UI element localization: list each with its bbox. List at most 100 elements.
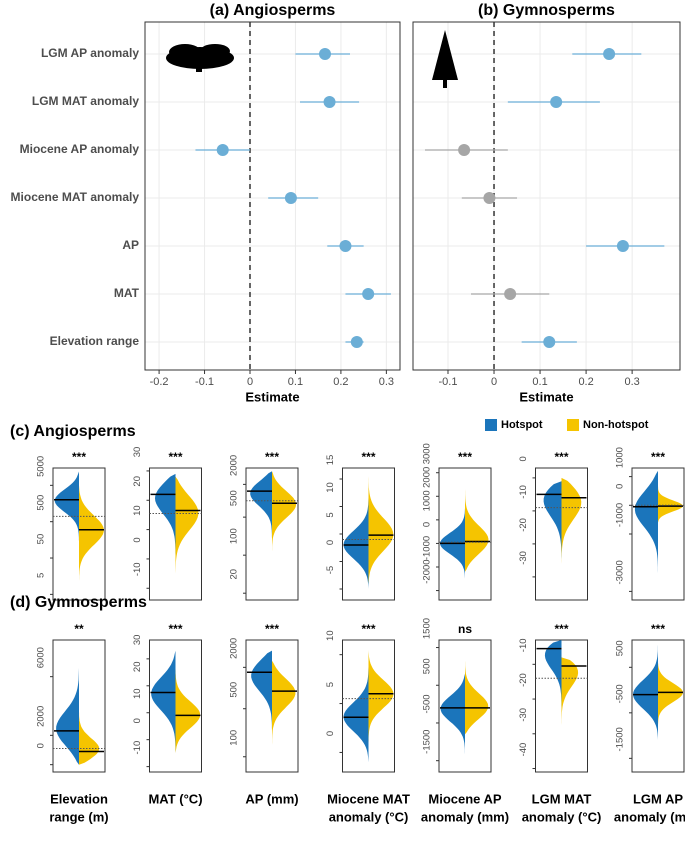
oak-icon	[166, 44, 234, 72]
y-tick-label: -10	[132, 562, 143, 576]
estimate-point	[543, 336, 556, 348]
x-tick-label: -0.1	[439, 376, 458, 388]
estimate-point	[603, 48, 616, 60]
y-tick-label: 0	[615, 484, 626, 489]
violin-half	[561, 657, 579, 762]
y-tick-label: -5	[325, 566, 336, 574]
x-axis-title: Miocene MAT	[327, 791, 410, 806]
y-tick-label: 2000	[36, 706, 47, 727]
significance-label: ***	[361, 622, 375, 636]
x-axis-title: anomaly (mm)	[421, 809, 509, 824]
y-tick-label: 1500	[422, 618, 433, 639]
y-tick-label: 0	[132, 718, 143, 723]
estimate-point	[504, 288, 517, 300]
y-tick-label: Elevation range	[50, 334, 140, 348]
y-tick-label: -500	[422, 694, 433, 713]
violin-half	[543, 481, 562, 597]
significance-label: ***	[265, 622, 279, 636]
x-axis-title: Estimate	[519, 389, 573, 404]
significance-label: ***	[554, 622, 568, 636]
violin-half	[658, 662, 683, 727]
x-axis-title: LGM AP	[633, 791, 683, 806]
y-tick-label: 2000	[422, 467, 433, 488]
y-tick-label: -10	[132, 741, 143, 755]
y-tick-label: -2000	[422, 559, 433, 583]
violin-half	[251, 650, 272, 757]
legend-swatch	[567, 419, 579, 431]
panel-border	[412, 21, 681, 371]
significance-label: ***	[651, 450, 665, 464]
significance-label: ***	[168, 622, 182, 636]
significance-label: ***	[554, 450, 568, 464]
significance-label: ns	[458, 622, 472, 636]
estimate-point	[550, 96, 563, 108]
estimate-point	[362, 288, 375, 300]
x-axis-title: anomaly (°C)	[522, 809, 602, 824]
row-title: (d) Gymnosperms	[10, 594, 147, 611]
estimate-point	[339, 240, 352, 252]
x-axis-title: anomaly (°C)	[329, 809, 409, 824]
estimate-point	[319, 48, 331, 60]
violin-half	[250, 471, 272, 556]
y-tick-label: 30	[132, 447, 143, 458]
y-tick-label: -10	[518, 638, 529, 652]
pine-icon	[432, 30, 458, 88]
y-tick-label: 0	[325, 540, 336, 545]
violin-half	[151, 650, 176, 762]
panel-title: (a) Angiosperms	[210, 2, 336, 19]
y-tick-label: 2000	[229, 638, 240, 659]
y-tick-label: Miocene MAT anomaly	[11, 190, 140, 204]
violin-half	[272, 471, 297, 561]
violin-half	[544, 640, 562, 745]
y-tick-label: MAT	[114, 286, 140, 300]
y-tick-label: 500	[36, 495, 47, 511]
violin-half	[368, 649, 394, 743]
y-tick-label: 0	[36, 743, 47, 748]
x-axis-title: Elevation	[50, 791, 108, 806]
y-tick-label: 30	[132, 635, 143, 646]
y-tick-label: 50	[36, 534, 47, 545]
legend-label: Non-hotspot	[583, 419, 649, 431]
y-tick-label: 500	[615, 640, 626, 656]
y-tick-label: 500	[229, 490, 240, 506]
x-axis-title: Estimate	[245, 389, 299, 404]
y-tick-label: 20	[229, 569, 240, 580]
violin-half	[175, 476, 199, 595]
y-tick-label: 5	[325, 512, 336, 517]
significance-label: **	[74, 622, 84, 636]
violin-half	[79, 485, 104, 584]
violin-half	[343, 495, 369, 589]
violin-half	[79, 691, 100, 765]
violin-half	[272, 660, 296, 757]
y-tick-label: 10	[132, 505, 143, 516]
estimate-point	[216, 144, 229, 156]
y-tick-label: -3000	[615, 560, 626, 584]
estimate-point	[284, 192, 297, 204]
x-tick-label: 0.1	[532, 376, 547, 388]
violin-half	[440, 673, 465, 761]
x-tick-label: 0.3	[379, 376, 394, 388]
estimate-point	[616, 240, 629, 252]
violin-half	[658, 485, 683, 523]
panel-border	[144, 21, 401, 371]
y-tick-label: 500	[229, 682, 240, 698]
y-tick-label: LGM AP anomaly	[41, 46, 139, 60]
violin-half	[343, 664, 369, 763]
y-tick-label: 5	[36, 573, 47, 578]
y-tick-label: 1000	[615, 447, 626, 468]
panel-title: (b) Gymnosperms	[478, 2, 615, 19]
y-tick-label: 10	[132, 688, 143, 699]
y-tick-label: -500	[615, 684, 626, 703]
y-tick-label: 0	[422, 522, 433, 527]
y-tick-label: 500	[422, 658, 433, 674]
significance-label: ***	[361, 450, 375, 464]
y-tick-label: -30	[518, 708, 529, 722]
violin-half	[175, 664, 201, 754]
y-tick-label: -20	[518, 673, 529, 687]
y-tick-label: 15	[325, 455, 336, 466]
x-tick-label: -0.1	[195, 376, 214, 388]
estimate-point	[323, 96, 336, 108]
estimate-point	[483, 192, 496, 204]
y-tick-label: 2000	[229, 455, 240, 476]
